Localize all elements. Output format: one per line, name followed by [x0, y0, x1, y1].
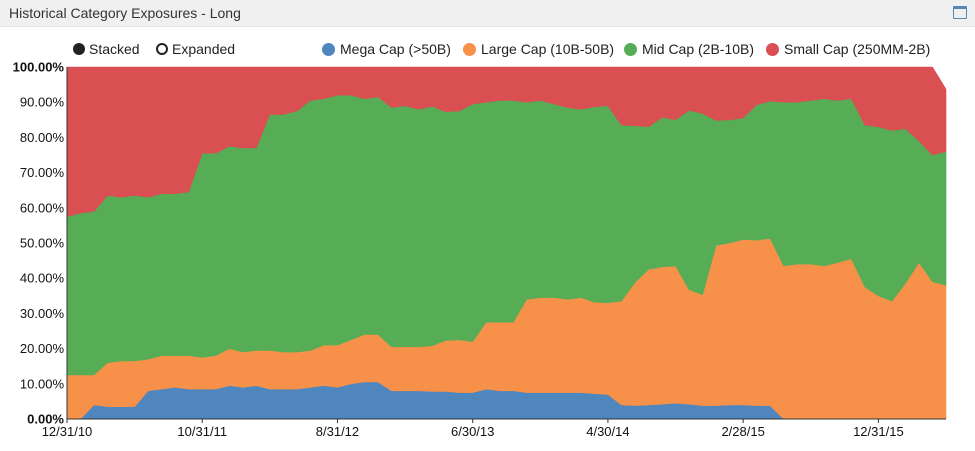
legend-swatch-mid-icon — [624, 42, 637, 56]
legend-item-mid-cap[interactable]: Mid Cap (2B-10B) — [624, 41, 754, 57]
area-series-small[interactable] — [66, 66, 947, 217]
y-tick-label: 70.00% — [20, 165, 65, 180]
panel-title: Historical Category Exposures - Long — [9, 5, 241, 21]
legend-swatch-large-icon — [463, 42, 476, 56]
x-tick-label: 12/31/10 — [42, 424, 93, 439]
y-tick-label: 90.00% — [20, 95, 65, 110]
x-tick-label: 4/30/14 — [586, 424, 629, 439]
stacked-label: Stacked — [89, 41, 140, 57]
x-tick-label: 2/28/15 — [721, 424, 764, 439]
x-tick-label: 10/31/11 — [177, 424, 227, 439]
y-tick-label: 60.00% — [20, 200, 65, 215]
y-tick-label: 40.00% — [20, 271, 65, 286]
legend-swatch-mega-icon — [322, 42, 335, 56]
y-tick-label: 30.00% — [20, 306, 65, 321]
radio-selected-icon — [73, 43, 85, 55]
stacked-toggle[interactable]: Stacked — [73, 41, 140, 57]
x-tick-label: 6/30/13 — [451, 424, 494, 439]
legend-label: Small Cap (250MM-2B) — [784, 41, 931, 57]
y-tick-label: 80.00% — [20, 130, 65, 145]
y-tick-label: 50.00% — [20, 236, 65, 251]
window-maximize-icon[interactable] — [953, 6, 967, 19]
legend-item-small-cap[interactable]: Small Cap (250MM-2B) — [766, 41, 930, 57]
y-tick-label: 20.00% — [20, 341, 65, 356]
legend-swatch-small-icon — [766, 42, 779, 56]
legend-label: Mega Cap (>50B) — [340, 41, 451, 57]
legend-item-mega-cap[interactable]: Mega Cap (>50B) — [322, 41, 451, 57]
expanded-label: Expanded — [172, 41, 236, 57]
y-tick-label: 10.00% — [20, 376, 65, 391]
radio-unselected-icon — [156, 43, 168, 55]
legend-item-large-cap[interactable]: Large Cap (10B-50B) — [463, 41, 614, 57]
legend-label: Large Cap (10B-50B) — [481, 41, 615, 57]
x-tick-label: 8/31/12 — [316, 424, 359, 439]
y-tick-label: 100.00% — [13, 60, 65, 75]
y-tick-label: 0.00% — [27, 412, 64, 427]
expanded-toggle[interactable]: Expanded — [156, 41, 235, 57]
legend-label: Mid Cap (2B-10B) — [642, 41, 755, 57]
x-tick-label: 12/31/15 — [853, 424, 904, 439]
panel-titlebar: Historical Category Exposures - Long — [0, 0, 975, 27]
